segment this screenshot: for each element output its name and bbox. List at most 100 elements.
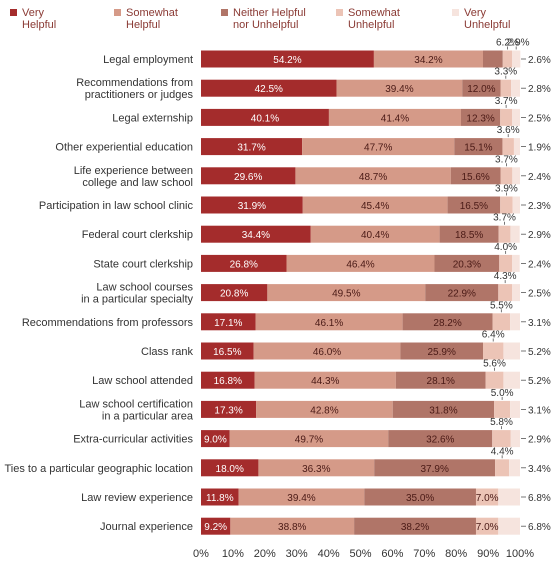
x-tick-label: 60% — [381, 548, 403, 560]
bar-segment-3 — [500, 108, 513, 126]
bar-segment-3 — [482, 342, 504, 360]
bar-segment-0 — [201, 79, 337, 97]
bar-segment-4 — [512, 50, 521, 68]
x-tick-label: 30% — [286, 548, 308, 560]
bar-segment-1 — [230, 517, 355, 535]
data-label: 16.5% — [213, 347, 241, 358]
bar-segment-1 — [286, 254, 435, 272]
bar-segment-1 — [254, 371, 396, 389]
data-label: 6.8% — [528, 493, 551, 504]
data-label: 25.9% — [428, 347, 456, 358]
data-label: 46.1% — [315, 318, 343, 329]
legend-label-4: Unhelpful — [464, 19, 510, 31]
x-tick-label: 100% — [506, 548, 534, 560]
bar-segment-0 — [201, 313, 256, 331]
data-label: 31.7% — [237, 143, 265, 154]
category-label: State court clerkship — [93, 258, 193, 270]
bar-segment-0 — [201, 108, 329, 126]
bar-segment-4 — [498, 517, 520, 535]
bar-segment-4 — [512, 196, 520, 214]
data-label: 15.6% — [461, 172, 489, 183]
data-label: 2.6% — [528, 55, 551, 66]
bar-segment-2 — [462, 79, 501, 97]
legend-label-3: Somewhat — [348, 7, 400, 19]
legend-swatch-3 — [336, 9, 343, 16]
data-label: 6.4% — [482, 330, 505, 341]
bar-segment-1 — [267, 284, 426, 302]
category-label: Law school certification — [79, 398, 193, 410]
bar-segment-1 — [310, 225, 440, 243]
data-label: 6.2% — [496, 38, 519, 49]
data-label: 36.3% — [302, 464, 330, 475]
data-label: 2.4% — [528, 172, 551, 183]
bar-segment-4 — [503, 371, 520, 389]
bar-segment-2 — [425, 284, 499, 302]
data-label: 39.4% — [385, 84, 413, 95]
data-label: 6.8% — [528, 522, 551, 533]
bar-segment-3 — [502, 138, 514, 156]
data-label: 40.1% — [251, 113, 279, 124]
bar-segment-4 — [510, 400, 520, 418]
bar-segment-0 — [201, 371, 255, 389]
category-label: Participation in law school clinic — [39, 200, 194, 212]
bar-segment-2 — [392, 400, 495, 418]
data-label: 3.7% — [495, 154, 518, 165]
bar-segment-1 — [253, 342, 401, 360]
data-label: 4.0% — [494, 242, 517, 253]
bar-segment-2 — [439, 225, 499, 243]
legend-label-0: Very — [22, 7, 45, 19]
legend-label-4: Very — [464, 7, 487, 19]
data-label: 46.0% — [313, 347, 341, 358]
bar-segment-4 — [512, 167, 520, 185]
category-label: practitioners or judges — [85, 89, 194, 101]
data-label: 31.9% — [238, 201, 266, 212]
data-label: 28.1% — [427, 376, 455, 387]
data-label: 26.8% — [230, 259, 258, 270]
bar-segment-4 — [513, 138, 520, 156]
bar-segment-0 — [201, 50, 374, 68]
bar-segment-0 — [201, 138, 303, 156]
data-label: 34.4% — [242, 230, 270, 241]
bar-segment-1 — [229, 430, 389, 448]
data-label: 37.9% — [420, 464, 448, 475]
data-label: 18.0% — [216, 464, 244, 475]
data-label: 5.0% — [491, 388, 514, 399]
category-label: Law review experience — [81, 492, 193, 504]
category-label: Recommendations from professors — [22, 317, 194, 329]
category-label: Extra-curricular activities — [73, 434, 193, 446]
data-label: 4.3% — [494, 271, 517, 282]
data-label: 1.9% — [528, 143, 551, 154]
data-label: 9.2% — [204, 522, 227, 533]
x-tick-label: 50% — [349, 548, 371, 560]
data-label: 42.5% — [255, 84, 283, 95]
legend-label-1: Helpful — [126, 19, 160, 31]
data-label: 3.7% — [495, 96, 518, 107]
data-label: 17.1% — [214, 318, 242, 329]
bar-segment-1 — [295, 167, 451, 185]
bar-segment-3 — [492, 430, 511, 448]
legend-swatch-1 — [114, 9, 121, 16]
bar-segment-4 — [512, 108, 520, 126]
data-label: 2.5% — [528, 289, 551, 300]
category-label: in a particular specialty — [81, 294, 193, 306]
bar-segment-3 — [500, 79, 512, 97]
bar-segment-4 — [510, 430, 520, 448]
data-label: 20.3% — [453, 259, 481, 270]
bar-segment-3 — [499, 254, 513, 272]
bar-segment-2 — [450, 167, 501, 185]
data-label: 20.8% — [220, 289, 248, 300]
data-label: 18.5% — [455, 230, 483, 241]
data-label: 5.6% — [483, 359, 506, 370]
bar-segment-0 — [201, 254, 287, 272]
category-label: in a particular area — [102, 410, 194, 422]
category-label: Journal experience — [100, 521, 193, 533]
data-label: 3.7% — [493, 213, 516, 224]
bar-segment-4 — [503, 342, 520, 360]
bar-segment-2 — [454, 138, 503, 156]
data-label: 22.9% — [448, 289, 476, 300]
bar-segment-4 — [510, 225, 520, 243]
legend-label-1: Somewhat — [126, 7, 178, 19]
data-label: 9.0% — [204, 435, 227, 446]
